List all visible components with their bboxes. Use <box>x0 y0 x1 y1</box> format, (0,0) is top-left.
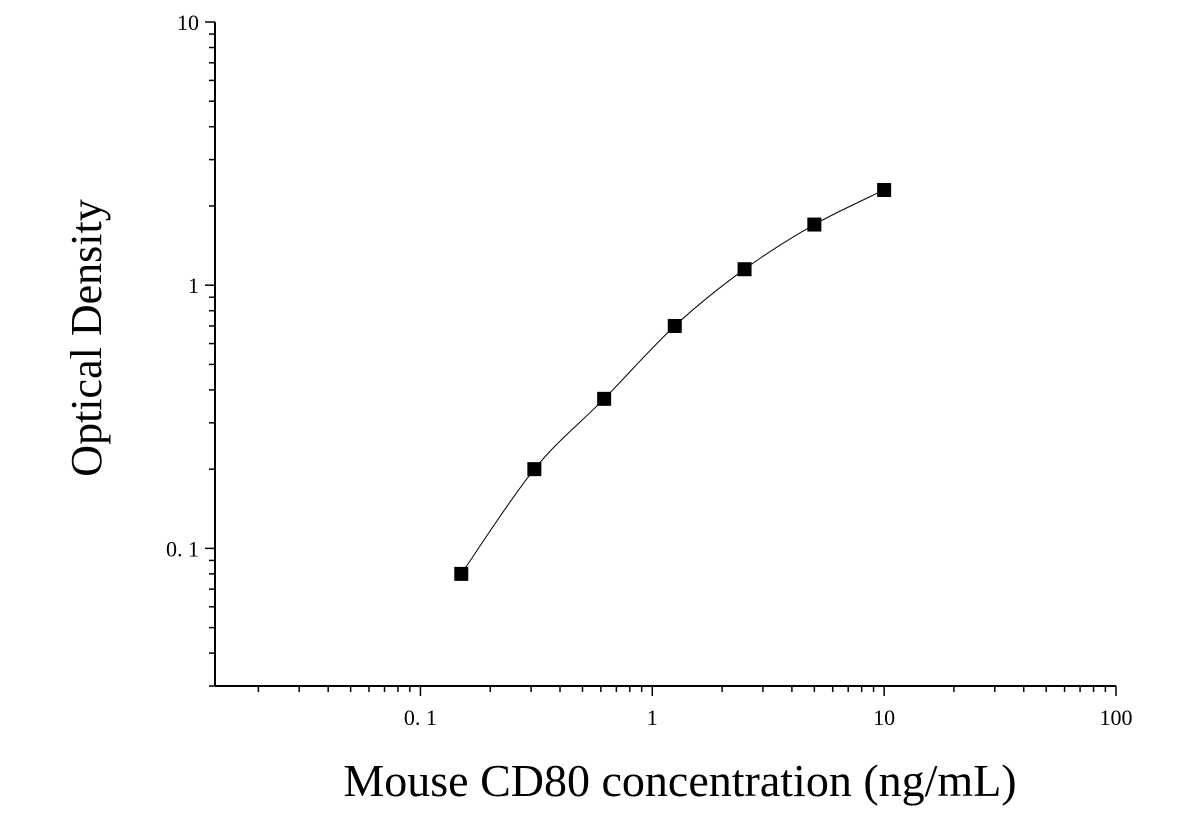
x-tick-label: 1 <box>647 705 658 730</box>
fit-curve-layer <box>460 189 885 575</box>
y-tick-label: 10 <box>177 10 199 35</box>
data-point <box>877 182 892 197</box>
tick-labels: 0. 1 1 10 100 0. 1 1 10 <box>166 10 1133 730</box>
data-point <box>807 217 822 232</box>
data-points <box>454 182 892 581</box>
x-tick-label: 0. 1 <box>404 705 437 730</box>
data-point <box>527 462 542 477</box>
data-point <box>737 262 752 277</box>
axes <box>205 21 1117 696</box>
data-point <box>597 391 612 406</box>
fit-curve <box>460 189 885 575</box>
data-point <box>454 566 469 581</box>
y-tick-label: 1 <box>188 273 199 298</box>
data-point <box>667 318 682 333</box>
x-axis-title: Mouse CD80 concentration (ng/mL) <box>343 755 1016 806</box>
y-axis-title: Optical Density <box>62 199 111 476</box>
x-tick-label: 100 <box>1100 705 1133 730</box>
x-tick-label: 10 <box>873 705 895 730</box>
y-tick-label: 0. 1 <box>166 536 199 561</box>
